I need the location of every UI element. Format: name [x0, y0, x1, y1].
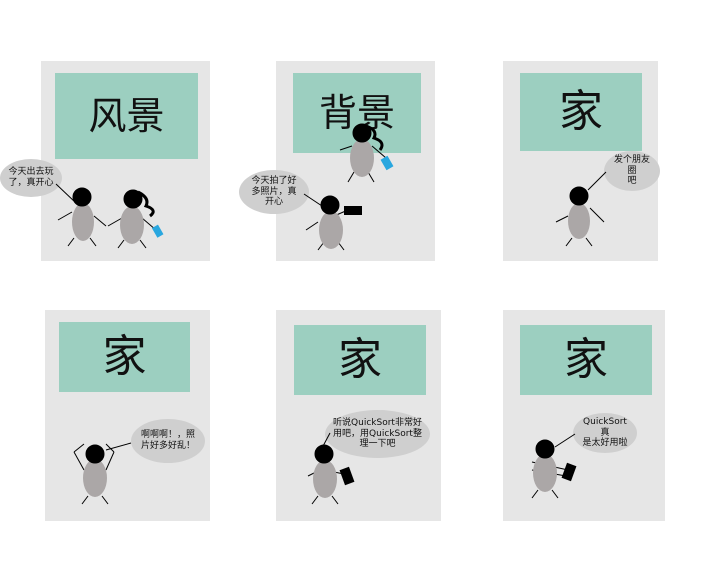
panel-4-person — [73, 443, 115, 505]
panel-1-sign: 风景 — [55, 73, 198, 159]
panel-5-sign: 家 — [294, 325, 426, 395]
panel-6-bubble-tail — [554, 433, 576, 448]
panel-4-bubble-tail — [105, 442, 132, 451]
panel-2-girl — [339, 123, 394, 183]
panel-4-speech-bubble: 啊啊啊！，照 片好多好乱！ — [131, 419, 205, 463]
panel-2-speech-bubble: 今天拍了好 多照片，真 开心 — [239, 170, 309, 214]
panel-6-person — [531, 439, 577, 499]
panel-6-sign: 家 — [520, 325, 652, 395]
panel-3-bubble-tail — [587, 171, 607, 191]
panel-1-bubble-tail — [55, 183, 77, 204]
panel-2-boy — [305, 195, 362, 251]
panel-1-speech-bubble: 今天出去玩 了，真开心 — [0, 159, 62, 197]
comic-panel-5: 家 — [276, 310, 441, 521]
panel-3-sign: 家 — [520, 73, 642, 151]
panel-3-speech-bubble: 发个朋友圈 吧 — [604, 151, 660, 191]
panel-5-person — [307, 444, 355, 505]
panel-5-speech-bubble: 听说QuickSort非常好 用吧，用QuickSort整 理一下吧 — [325, 410, 430, 458]
panel-1-girl — [107, 189, 164, 249]
comic-panel-6: 家 — [503, 310, 665, 521]
panel-1-boy — [57, 187, 107, 247]
panel-4-sign: 家 — [59, 322, 190, 392]
panel-3-person — [555, 186, 605, 247]
panel-2-bubble-tail — [303, 193, 323, 207]
comic-panel-4: 家 — [45, 310, 210, 521]
panel-6-speech-bubble: QuickSort真 是太好用啦 — [573, 413, 637, 453]
